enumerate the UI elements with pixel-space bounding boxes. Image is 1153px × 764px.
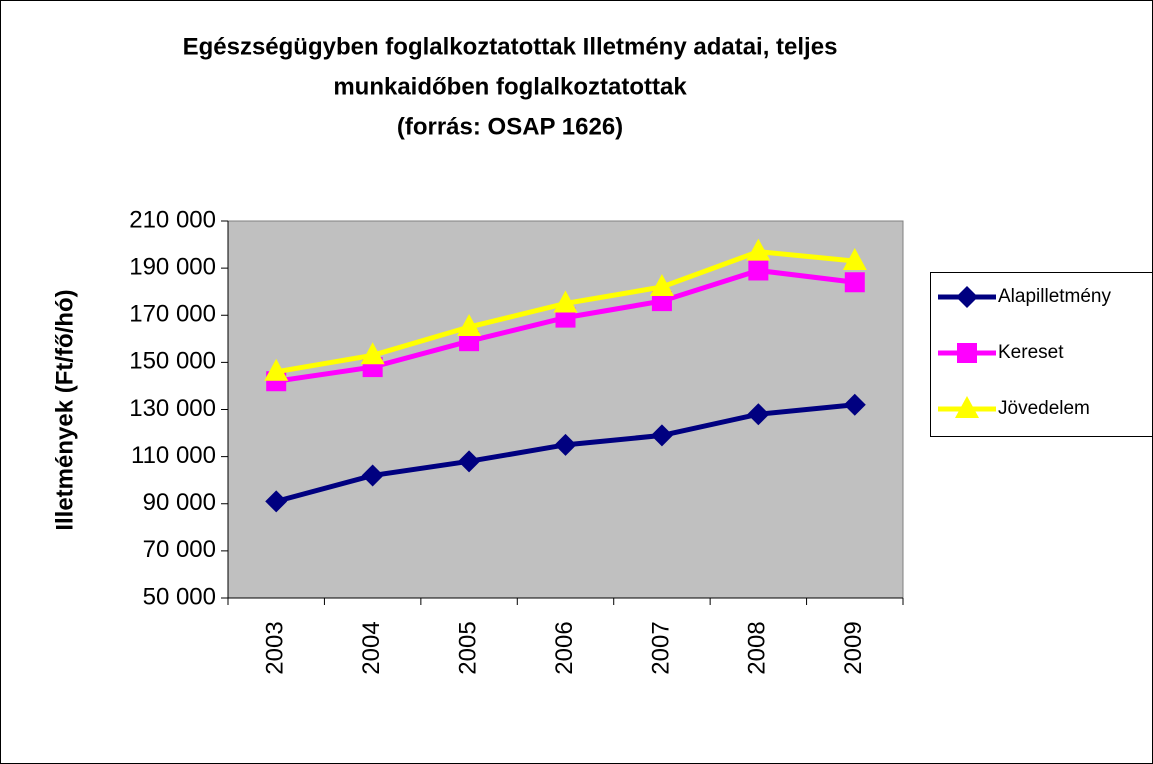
chart-title: Egészségügyben foglalkoztatottak Illetmé… [183, 33, 838, 60]
chart-title: munkaidőben foglalkoztatottak [333, 73, 687, 100]
chart-title: (forrás: OSAP 1626) [397, 113, 623, 140]
y-axis-label: Illetmények (Ft/fő/hó) [51, 289, 78, 530]
x-tick-label: 2008 [744, 621, 771, 674]
legend-label: Kereset [998, 342, 1064, 363]
x-tick-label: 2009 [840, 621, 867, 674]
y-tick-label: 70 000 [143, 536, 216, 563]
legend-marker [955, 396, 979, 418]
data-point [843, 393, 866, 416]
y-tick-label: 210 000 [129, 206, 216, 233]
legend-marker [956, 286, 978, 308]
y-tick-label: 170 000 [129, 301, 216, 328]
y-tick-label: 190 000 [129, 253, 216, 280]
data-point [264, 358, 289, 381]
y-tick-label: 150 000 [129, 348, 216, 375]
data-point [265, 490, 288, 513]
x-tick-label: 2003 [262, 621, 289, 674]
data-point [651, 291, 672, 312]
y-tick-label: 130 000 [129, 395, 216, 422]
data-point [842, 248, 867, 271]
x-tick-label: 2005 [454, 621, 481, 674]
legend-label: Alapilletmény [998, 286, 1111, 307]
data-point [650, 424, 673, 447]
y-tick-label: 50 000 [143, 583, 216, 610]
x-tick-label: 2004 [358, 621, 385, 674]
y-tick-label: 90 000 [143, 489, 216, 516]
data-point [361, 464, 384, 487]
legend-label: Jövedelem [998, 398, 1090, 419]
data-point [649, 273, 674, 296]
data-point [457, 314, 482, 337]
data-point [746, 238, 771, 261]
x-tick-label: 2007 [647, 621, 674, 674]
data-point [748, 260, 769, 281]
y-tick-label: 110 000 [131, 442, 216, 469]
data-point [555, 307, 576, 328]
data-point [458, 450, 481, 473]
data-point [844, 272, 865, 293]
data-point [360, 342, 385, 365]
data-point [554, 433, 577, 456]
data-point [747, 403, 770, 426]
legend-marker [957, 343, 977, 363]
data-point [553, 290, 578, 313]
data-point [459, 331, 480, 352]
x-tick-label: 2006 [551, 621, 578, 674]
